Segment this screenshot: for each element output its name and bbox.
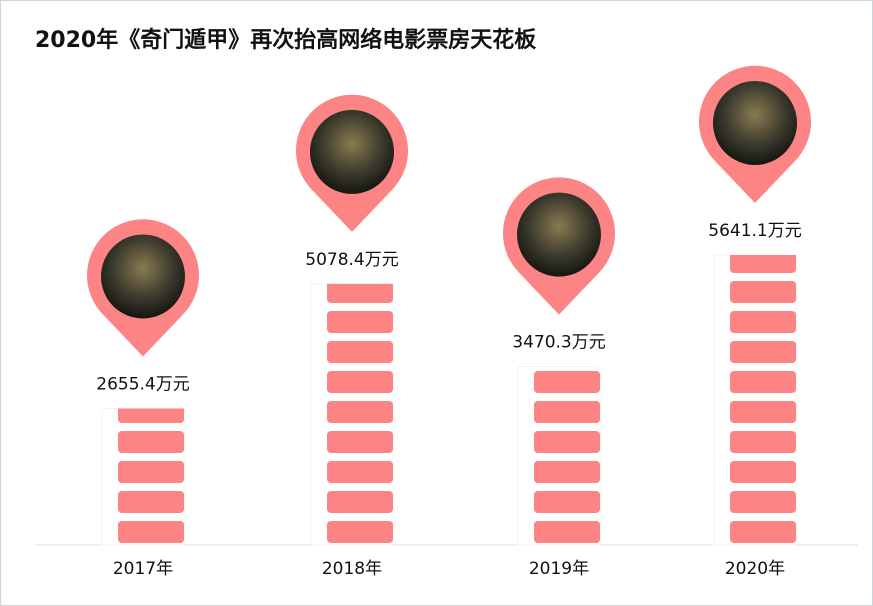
bar-segment — [534, 371, 600, 393]
bar-segment — [327, 521, 393, 543]
bar-segment — [730, 491, 796, 513]
value-label: 5078.4万元 — [305, 250, 398, 270]
bar-segment — [118, 521, 184, 543]
bar-segment — [730, 401, 796, 423]
bar-segment — [327, 341, 393, 363]
bar-segment — [327, 491, 393, 513]
bar-segment — [534, 401, 600, 423]
chart-title: 2020年《奇门遁甲》再次抬高网络电影票房天花板 — [35, 27, 537, 53]
bar-segment — [327, 461, 393, 483]
bar-pills — [118, 408, 184, 543]
poster — [517, 192, 601, 277]
bar-segment — [327, 401, 393, 423]
bar-pills — [534, 371, 600, 543]
bar-segment — [327, 311, 393, 333]
value-label: 5641.1万元 — [708, 221, 801, 241]
bar-segment — [327, 283, 393, 303]
poster — [310, 109, 394, 194]
bar-segment — [730, 281, 796, 303]
bar-segment — [730, 255, 796, 273]
bar-segment — [730, 431, 796, 453]
x-tick-label: 2019年 — [529, 559, 589, 579]
bar-segment — [534, 521, 600, 543]
x-tick-label: 2020年 — [725, 559, 785, 579]
x-tick-label: 2017年 — [113, 559, 173, 579]
bar-pills — [327, 283, 393, 543]
bar-segment — [118, 431, 184, 453]
bar-segment — [730, 341, 796, 363]
bar-segment — [730, 461, 796, 483]
bar-segment — [730, 371, 796, 393]
bar-segment — [730, 521, 796, 543]
bar-segment — [327, 371, 393, 393]
x-tick-label: 2018年 — [322, 559, 382, 579]
bar-segment — [118, 461, 184, 483]
bar-segment — [730, 311, 796, 333]
bar-segment — [534, 431, 600, 453]
bar-segment — [327, 431, 393, 453]
bar-segment — [534, 461, 600, 483]
poster — [101, 234, 185, 319]
poster — [713, 81, 797, 165]
bar-pills — [730, 255, 796, 543]
bar-segment — [118, 491, 184, 513]
bar — [517, 366, 601, 546]
bar-segment — [118, 408, 184, 423]
value-label: 3470.3万元 — [512, 333, 605, 353]
value-label: 2655.4万元 — [96, 374, 189, 394]
bar-segment — [534, 491, 600, 513]
